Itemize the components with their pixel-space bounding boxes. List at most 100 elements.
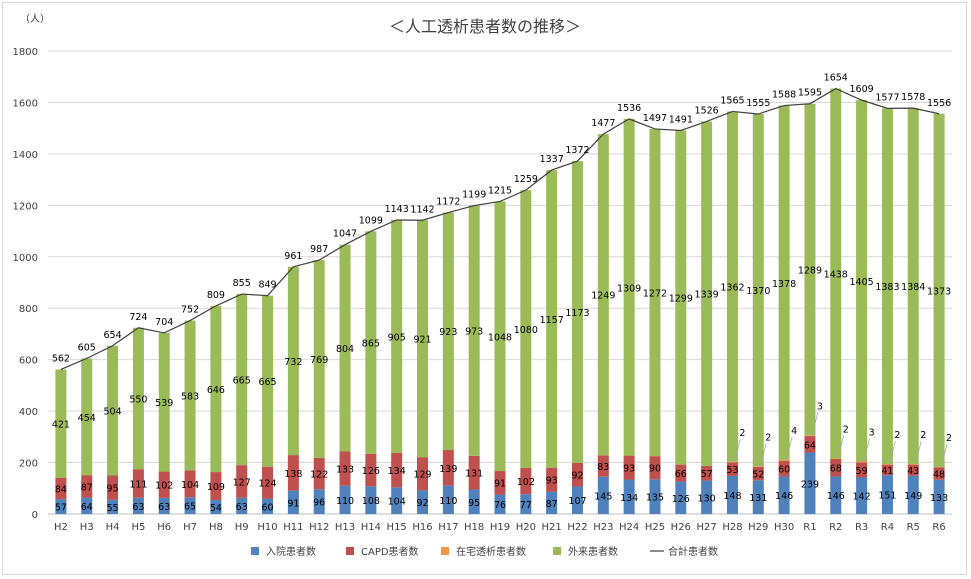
data-label-total: 849 [258, 280, 276, 291]
data-label-total: 809 [207, 290, 225, 301]
legend-swatch [251, 547, 259, 555]
bar-home [907, 464, 919, 465]
leader-line [863, 438, 870, 462]
data-label-capd: 126 [362, 466, 380, 477]
data-label-inpatient: 57 [55, 503, 67, 514]
bar-inpatient [597, 476, 609, 514]
bar-outpatient [830, 88, 842, 459]
data-label-inpatient: 110 [439, 496, 457, 507]
data-label-outpatient: 583 [181, 392, 199, 403]
data-label-outpatient: 1048 [488, 332, 512, 343]
data-label-capd: 111 [129, 480, 147, 491]
bar-outpatient [468, 205, 480, 456]
data-label-inpatient: 96 [313, 498, 325, 509]
bar-outpatient [158, 332, 170, 472]
bar-capd [546, 467, 558, 492]
data-label-inpatient: 146 [827, 491, 845, 502]
data-label-total: 1142 [410, 204, 434, 215]
x-tick-label: R2 [829, 522, 842, 533]
bar-capd [804, 436, 816, 453]
data-label-inpatient: 65 [184, 502, 196, 513]
bar-inpatient [132, 497, 144, 514]
data-label-outpatient: 421 [52, 420, 70, 431]
bar-outpatient [339, 244, 351, 452]
data-label-capd: 59 [856, 466, 868, 477]
bar-outpatient [210, 305, 222, 473]
x-tick-label: H5 [131, 522, 145, 533]
x-tick-label: H27 [697, 522, 717, 533]
bar-capd [107, 475, 119, 500]
data-label-outpatient: 865 [362, 339, 380, 350]
leader-line [811, 412, 819, 436]
bar-home [752, 466, 764, 467]
x-tick-label: H18 [464, 522, 484, 533]
data-label-capd: 109 [207, 482, 225, 493]
bar-capd [675, 464, 687, 482]
bar-capd [701, 465, 713, 481]
bar-capd [81, 475, 93, 498]
x-tick-label: H30 [774, 522, 794, 533]
bar-home [804, 435, 816, 437]
bar-home [881, 464, 893, 465]
bar-inpatient [701, 480, 713, 514]
legend-swatch [346, 547, 354, 555]
data-label-outpatient: 550 [129, 395, 147, 406]
data-label-home: 3 [817, 401, 823, 412]
bar-capd [494, 471, 506, 495]
legend-label: 外来患者数 [568, 545, 618, 558]
data-label-outpatient: 1173 [565, 308, 589, 319]
bar-outpatient [417, 220, 429, 458]
data-label-capd: 48 [933, 470, 945, 481]
x-tick-label: H21 [542, 522, 562, 533]
data-label-capd: 129 [413, 470, 431, 481]
bar-capd [597, 455, 609, 477]
data-label-capd: 87 [81, 482, 93, 493]
bar-inpatient [933, 479, 945, 514]
data-label-home: 2 [920, 430, 926, 441]
data-label-inpatient: 110 [336, 496, 354, 507]
data-label-total: 605 [78, 342, 96, 353]
bar-outpatient [933, 113, 945, 467]
bar-inpatient [881, 475, 893, 514]
bar-outpatient [778, 105, 790, 460]
data-label-inpatient: 146 [775, 491, 793, 502]
y-tick-label: 800 [19, 304, 38, 315]
x-tick-label: H24 [619, 522, 639, 533]
data-label-outpatient: 1378 [772, 279, 796, 290]
data-label-outpatient: 804 [336, 344, 354, 355]
data-label-outpatient: 1339 [695, 290, 719, 301]
data-label-total: 1577 [875, 92, 899, 103]
bar-inpatient [468, 489, 480, 514]
x-tick-label: H4 [106, 522, 120, 533]
bar-outpatient [287, 266, 299, 456]
x-tick-label: R5 [907, 522, 920, 533]
bar-home [830, 458, 842, 459]
bar-home [726, 461, 738, 463]
data-label-inpatient: 76 [494, 500, 506, 511]
y-tick-label: 1800 [13, 47, 38, 58]
bar-outpatient [442, 212, 454, 450]
data-label-outpatient: 454 [78, 413, 96, 424]
legend-swatch [553, 547, 561, 555]
bar-outpatient [494, 201, 506, 472]
data-label-capd: 43 [907, 466, 919, 477]
bar-capd [752, 466, 764, 481]
data-label-total: 1555 [746, 98, 770, 109]
bar-inpatient [649, 479, 661, 514]
bar-capd [313, 457, 325, 490]
bar-inpatient [339, 485, 351, 514]
data-label-capd: 64 [804, 440, 816, 451]
data-label-inpatient: 63 [158, 502, 170, 513]
data-label-inpatient: 64 [81, 502, 93, 513]
x-tick-label: R6 [932, 522, 945, 533]
data-label-outpatient: 1249 [591, 291, 615, 302]
bar-outpatient [391, 219, 403, 453]
bar-inpatient [417, 490, 429, 514]
x-tick-label: H6 [157, 522, 171, 533]
bar-capd [571, 462, 583, 487]
data-label-total: 562 [52, 353, 70, 364]
bar-capd [468, 455, 480, 490]
y-tick-label: 1400 [13, 150, 38, 161]
bar-inpatient [520, 494, 532, 514]
bar-inpatient [262, 498, 274, 514]
